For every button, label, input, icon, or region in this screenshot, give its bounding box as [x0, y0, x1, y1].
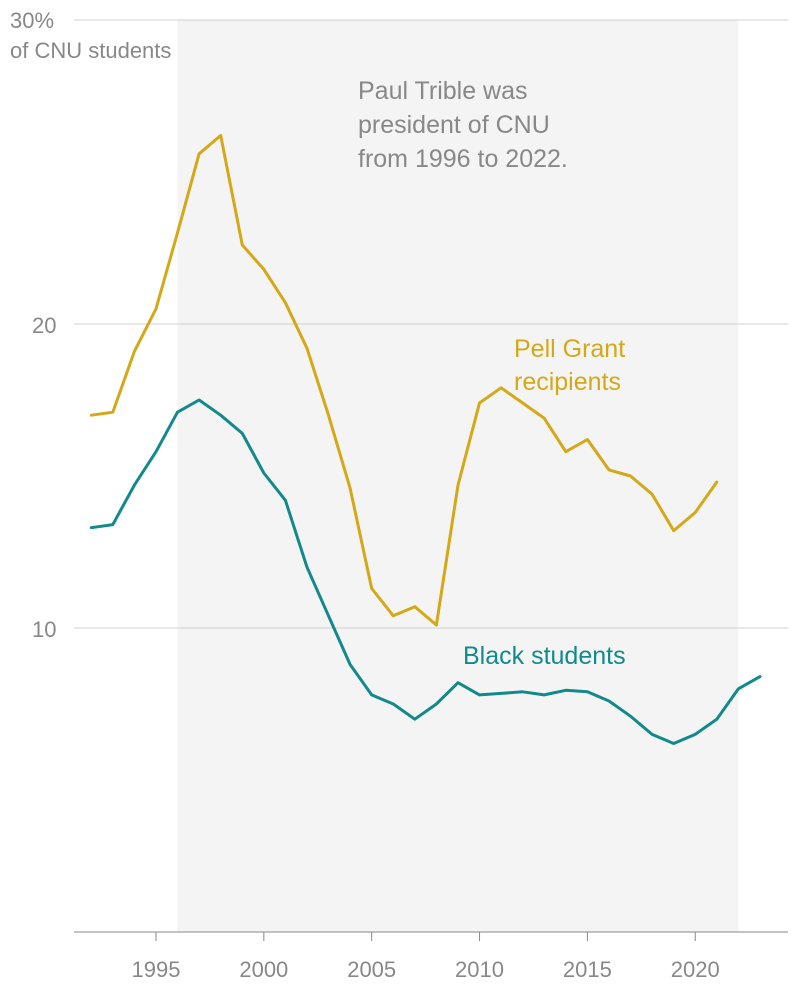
y-unit-label: of CNU students [10, 38, 171, 63]
y-tick-label: 30% [10, 8, 54, 33]
x-tick-label: 2015 [563, 957, 612, 982]
pell-grant-series-label: Pell Grant recipients [514, 335, 632, 396]
black-students-line [89, 398, 762, 745]
pell-label-line-1: Pell Grant [514, 335, 625, 363]
trible-annotation: Paul Trible was president of CNU from 19… [358, 77, 568, 173]
y-tick-labels: 30% 20 10 [10, 8, 56, 642]
annotation-line-1: Paul Trible was [358, 77, 528, 105]
y-gridlines [74, 19, 788, 629]
y-tick-label: 20 [32, 313, 56, 338]
x-ticks: 1995 2000 2005 2010 2015 2020 [131, 932, 720, 982]
x-tick-label: 2000 [239, 957, 288, 982]
series-lines [89, 134, 762, 745]
x-tick-label: 1995 [131, 957, 180, 982]
black-students-series-label: Black students [463, 642, 626, 670]
trible-tenure-band [177, 20, 739, 932]
x-tick-label: 2005 [347, 957, 396, 982]
x-tick-label: 2020 [671, 957, 720, 982]
annotation-line-2: president of CNU [358, 111, 550, 139]
y-tick-label: 10 [32, 617, 56, 642]
annotation-line-3: from 1996 to 2022. [358, 145, 568, 173]
pell-label-line-2: recipients [514, 368, 621, 396]
pell-grant-line [89, 134, 719, 627]
x-tick-label: 2010 [455, 957, 504, 982]
